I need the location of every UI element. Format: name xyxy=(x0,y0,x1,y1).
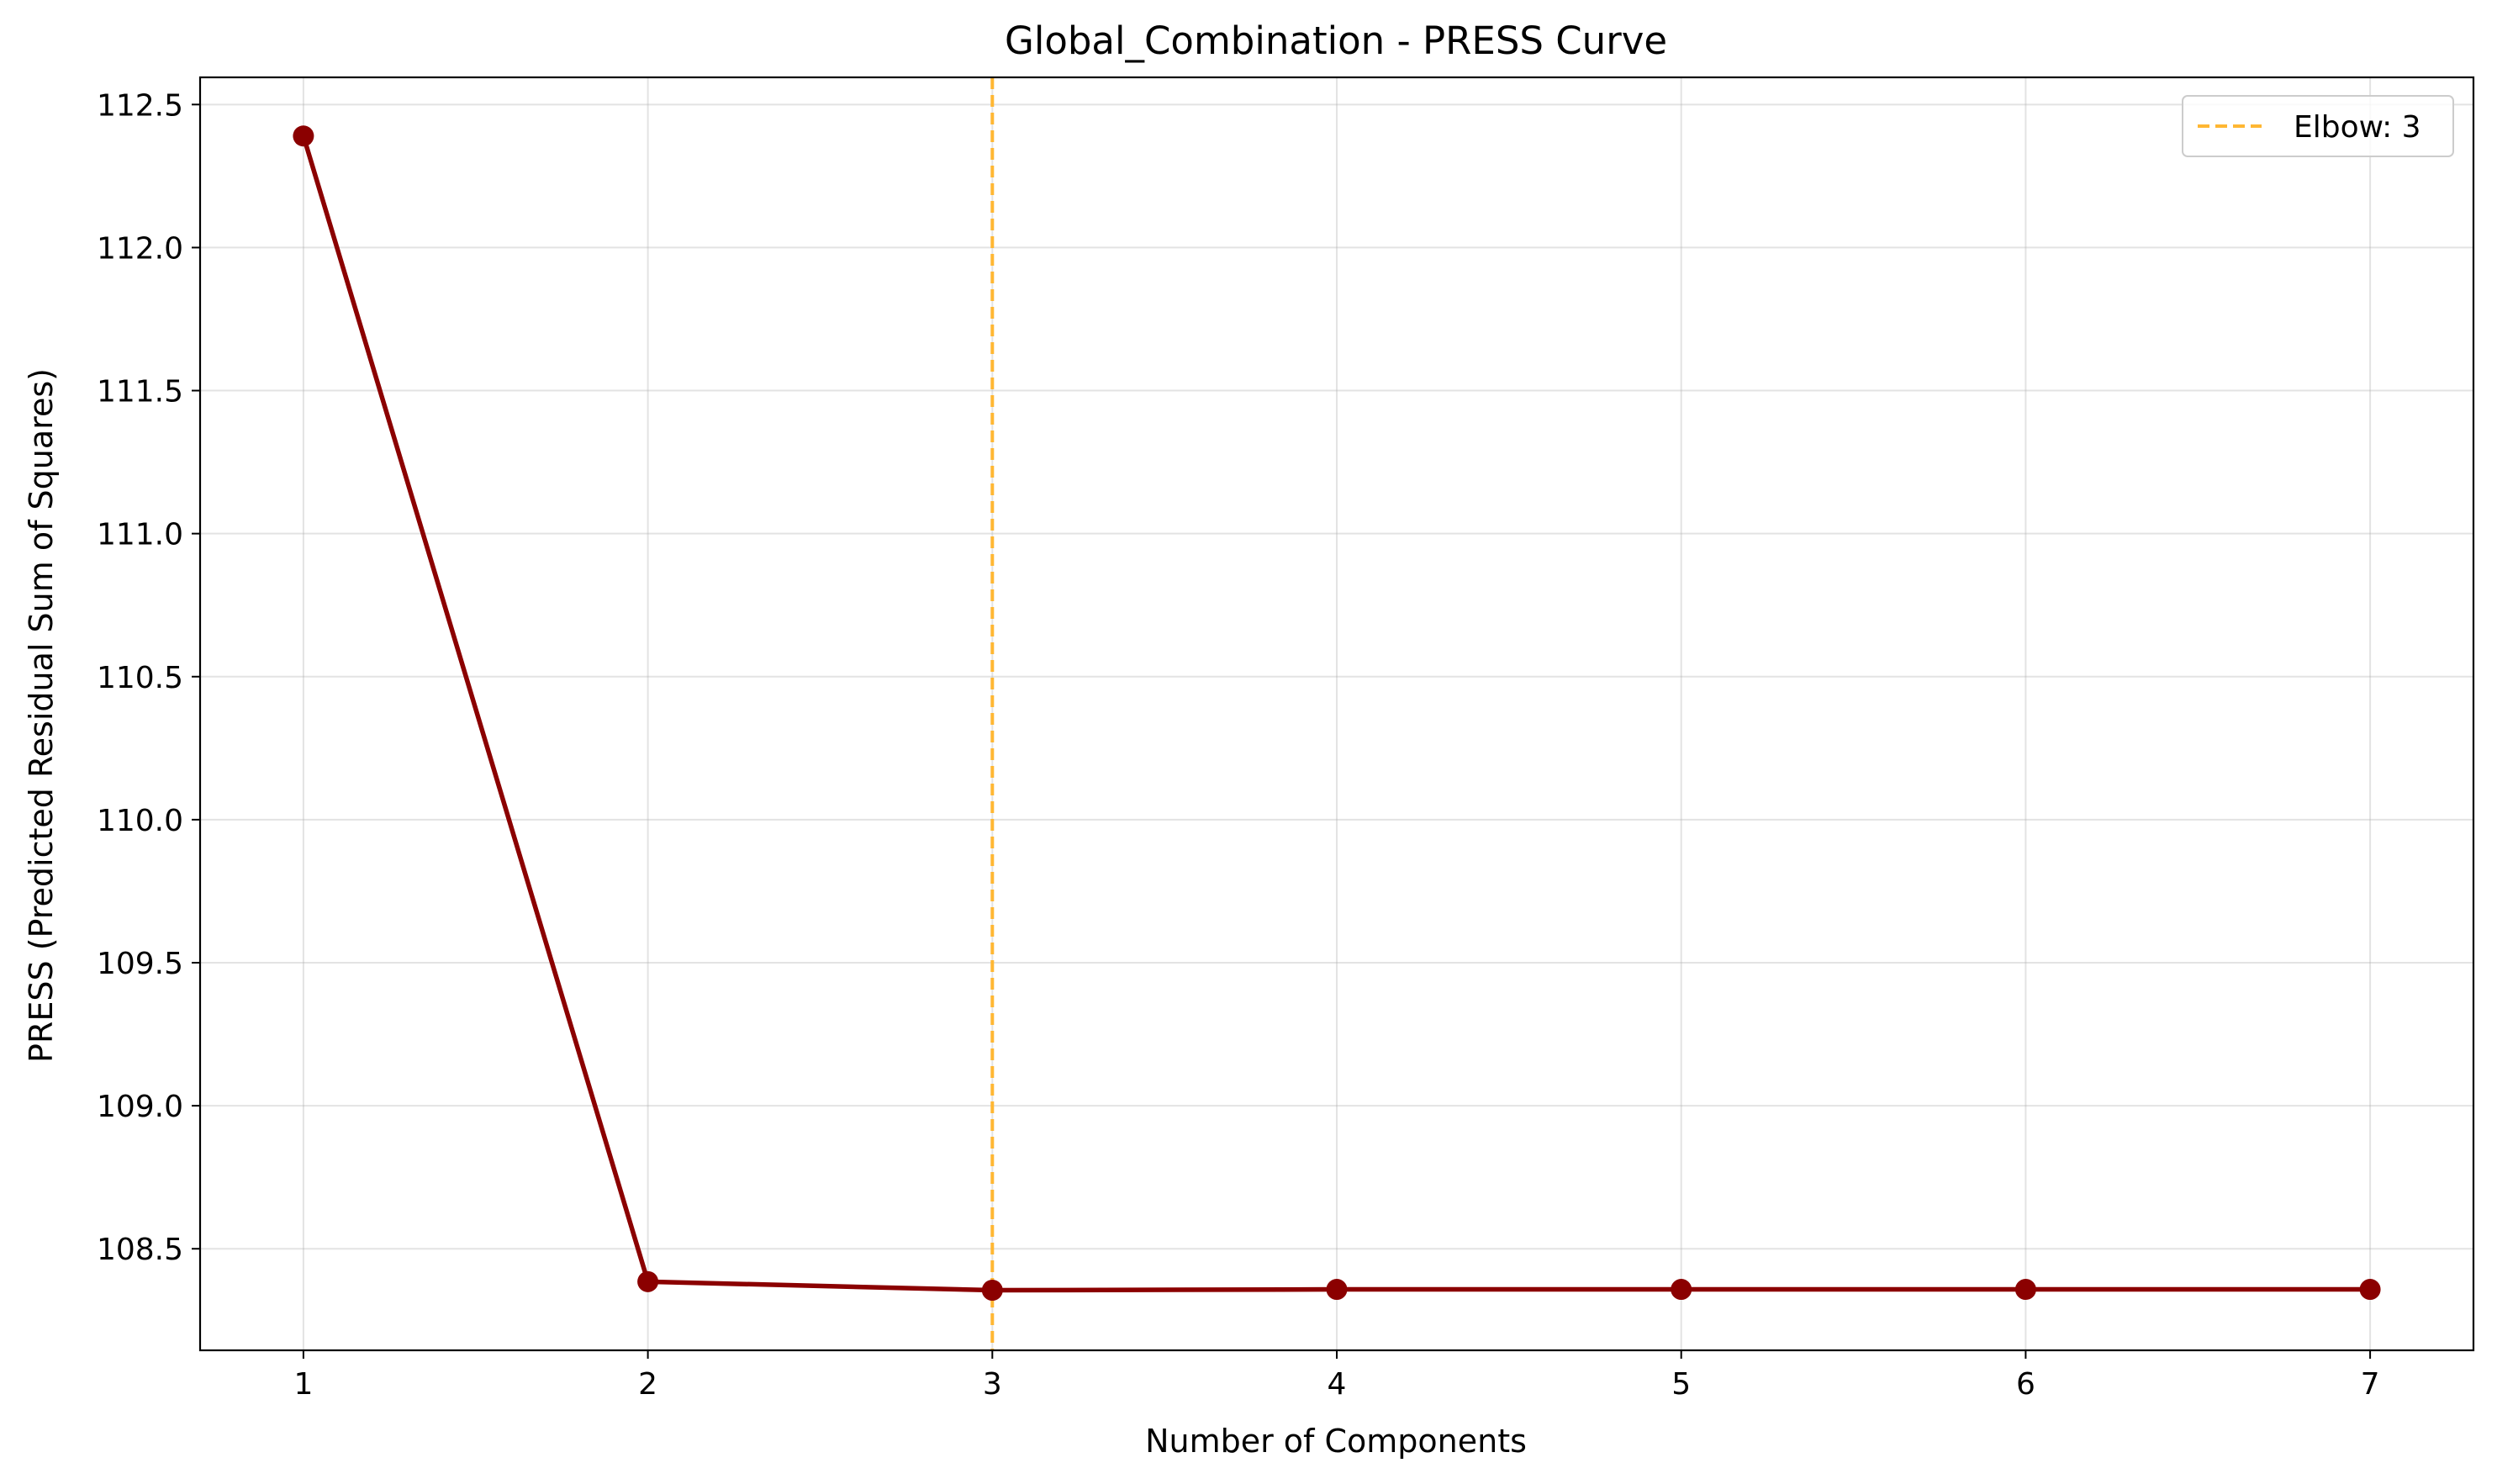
grid-lines xyxy=(200,77,2473,1350)
data-point xyxy=(293,125,314,147)
data-point xyxy=(2014,1279,2036,1301)
chart-title: Global_Combination - PRESS Curve xyxy=(1005,18,1667,63)
series-layer xyxy=(293,125,2381,1302)
y-axis-ticks: 108.5 109.0 109.5 110.0 110.5 111.0 111.5 112.0… xyxy=(97,88,200,1267)
x-tick-label: 4 xyxy=(1328,1367,1347,1402)
x-tick-label: 7 xyxy=(2361,1367,2380,1402)
y-tick-label: 109.0 xyxy=(97,1090,183,1124)
x-tick-label: 3 xyxy=(983,1367,1002,1402)
x-axis-ticks: 1 2 3 4 5 6 7 xyxy=(293,1350,2380,1402)
data-point xyxy=(637,1270,659,1292)
x-tick-label: 5 xyxy=(1671,1367,1691,1402)
legend-box xyxy=(2182,95,2454,157)
x-tick-label: 1 xyxy=(293,1367,313,1402)
y-tick-label: 109.5 xyxy=(97,947,183,981)
legend: Elbow: 3 xyxy=(2182,95,2454,157)
legend-elbow-label: Elbow: 3 xyxy=(2294,110,2421,145)
x-axis-title: Number of Components xyxy=(1145,1423,1527,1460)
y-tick-label: 111.5 xyxy=(97,375,183,409)
data-point xyxy=(1326,1279,1348,1301)
y-tick-label: 108.5 xyxy=(97,1233,183,1267)
x-tick-label: 6 xyxy=(2016,1367,2035,1402)
y-tick-label: 112.0 xyxy=(97,231,183,266)
y-tick-label: 111.0 xyxy=(97,518,183,552)
y-tick-label: 110.0 xyxy=(97,804,183,838)
data-point xyxy=(2359,1279,2381,1301)
x-tick-label: 2 xyxy=(638,1367,657,1402)
y-tick-label: 110.5 xyxy=(97,661,183,695)
y-tick-label: 112.5 xyxy=(97,88,183,123)
data-point xyxy=(1671,1279,1692,1301)
data-point xyxy=(981,1280,1003,1302)
y-axis-title: PRESS (Predicted Residual Sum of Squares… xyxy=(23,368,60,1063)
